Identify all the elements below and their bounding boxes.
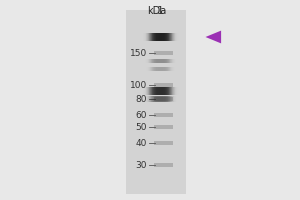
Text: 50: 50 bbox=[136, 122, 147, 132]
Bar bbox=[154, 83, 173, 87]
Text: 1: 1 bbox=[157, 6, 164, 16]
Bar bbox=[154, 141, 173, 145]
Bar bbox=[154, 97, 173, 101]
Bar bbox=[126, 10, 186, 194]
Text: 80: 80 bbox=[136, 95, 147, 104]
Text: kDa: kDa bbox=[147, 6, 167, 16]
Bar bbox=[154, 125, 173, 129]
Text: 30: 30 bbox=[136, 160, 147, 170]
Bar bbox=[154, 51, 173, 55]
Bar bbox=[154, 163, 173, 167]
Text: 40: 40 bbox=[136, 138, 147, 148]
Polygon shape bbox=[206, 31, 221, 43]
Bar bbox=[154, 113, 173, 117]
Text: 60: 60 bbox=[136, 110, 147, 119]
Text: 100: 100 bbox=[130, 81, 147, 90]
Text: 150: 150 bbox=[130, 48, 147, 58]
